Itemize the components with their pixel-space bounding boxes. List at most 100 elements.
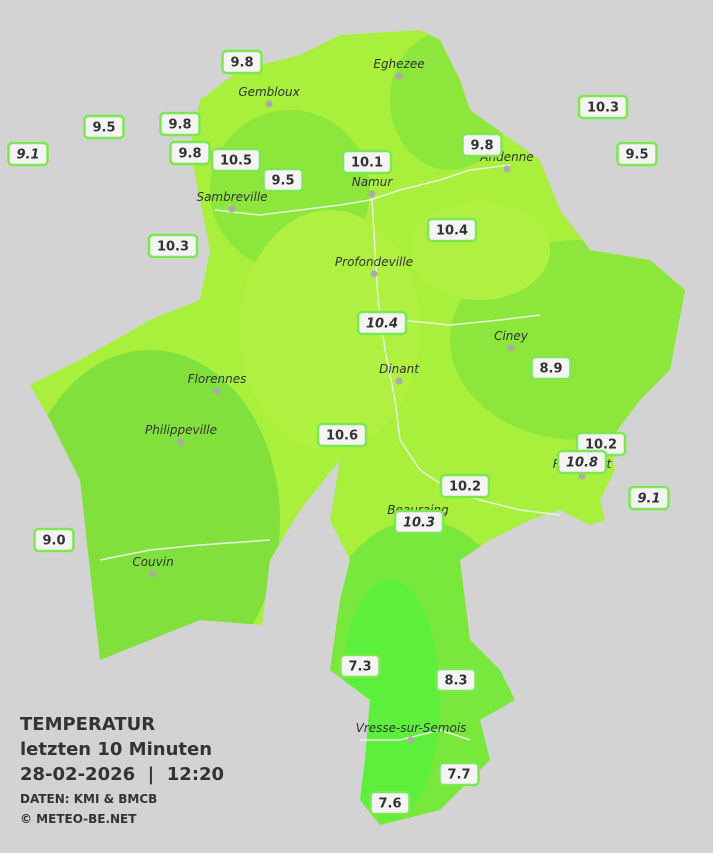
city-name: Vresse-sur-Semois	[356, 721, 467, 735]
station-temperature: 10.6	[326, 429, 358, 444]
station: 9.5	[616, 141, 658, 167]
city-name: Namur	[352, 175, 394, 189]
station-temperature: 10.3	[587, 101, 619, 116]
station: 7.7	[438, 761, 480, 787]
city-dot	[395, 377, 403, 385]
station-box	[341, 149, 393, 175]
station-box	[577, 94, 629, 120]
station-box	[169, 140, 211, 166]
city-dot	[368, 190, 376, 198]
station-box	[356, 310, 408, 336]
city-dot	[177, 438, 185, 446]
title-block: TEMPERATUR letzten 10 Minuten 28-02-2026…	[20, 714, 224, 826]
station-box	[393, 509, 445, 535]
station-temperature: 10.4	[436, 224, 468, 239]
station-box	[426, 217, 478, 243]
station-temperature: 9.8	[168, 118, 191, 133]
city-name: Couvin	[132, 555, 173, 569]
source: DATEN: KMI & BMCB	[20, 792, 157, 806]
station: 9.8	[159, 111, 201, 137]
datetime: 28-02-2026 | 12:20	[20, 764, 224, 785]
station-box	[461, 132, 503, 158]
station-temperature: 10.2	[585, 438, 617, 453]
station-box	[316, 422, 368, 448]
station: 7.6	[369, 790, 411, 816]
station: 9.8	[169, 140, 211, 166]
station-temperature: 9.5	[271, 174, 294, 189]
station: 9.8	[221, 49, 263, 75]
station-box	[147, 233, 199, 259]
station-box	[435, 667, 477, 693]
station-temperature: 10.3	[403, 516, 435, 531]
station-temperature: 10.8	[566, 456, 598, 471]
station-box	[210, 147, 262, 173]
station-temperature: 9.8	[470, 139, 493, 154]
city-name: Ciney	[494, 329, 529, 343]
station-temperature: 9.8	[178, 147, 201, 162]
station-box	[369, 790, 411, 816]
city-name: Sambreville	[196, 190, 267, 204]
station: 10.6	[316, 422, 368, 448]
station-temperature: 7.6	[378, 797, 401, 812]
station-box	[439, 473, 491, 499]
station: 10.1	[341, 149, 393, 175]
station-temperature: 7.7	[447, 768, 470, 783]
period: letzten 10 Minuten	[20, 739, 212, 760]
station-box	[628, 485, 670, 511]
station: 10.3	[577, 94, 629, 120]
station: 9.5	[262, 167, 304, 193]
station-temperature: 9.1	[16, 148, 39, 163]
station-temperature: 9.5	[625, 148, 648, 163]
station-box	[616, 141, 658, 167]
heading: TEMPERATUR	[20, 714, 155, 735]
station: 10.3	[393, 509, 445, 535]
station-box	[33, 527, 75, 553]
station: 9.8	[461, 132, 503, 158]
city-dot	[503, 165, 511, 173]
station: 10.3	[147, 233, 199, 259]
city-dot	[265, 100, 273, 108]
station: 10.2	[439, 473, 491, 499]
station-temperature: 10.5	[220, 154, 252, 169]
city-name: Dinant	[379, 362, 420, 376]
station-box	[159, 111, 201, 137]
city-name: Philippeville	[145, 423, 217, 437]
station: 9.0	[33, 527, 75, 553]
station: 8.3	[435, 667, 477, 693]
station-temperature: 10.3	[157, 240, 189, 255]
station-box	[83, 114, 125, 140]
station-temperature: 7.3	[348, 660, 371, 675]
station-temperature: 8.3	[444, 674, 467, 689]
city-dot	[370, 270, 378, 278]
station-temperature: 10.1	[351, 156, 383, 171]
station-temperature: 9.5	[92, 121, 115, 136]
station-box	[530, 355, 572, 381]
station-temperature: 8.9	[539, 362, 562, 377]
station: 10.5	[210, 147, 262, 173]
station-temperature: 9.8	[230, 56, 253, 71]
station-box	[7, 141, 49, 167]
station: 9.5	[83, 114, 125, 140]
city-name: Eghezee	[373, 57, 424, 71]
station-temperature: 10.2	[449, 480, 481, 495]
station: 8.9	[530, 355, 572, 381]
station-box	[339, 653, 381, 679]
city-name: Gembloux	[238, 85, 300, 99]
city-dot	[407, 736, 415, 744]
station-box	[221, 49, 263, 75]
station-temperature: 10.4	[366, 317, 398, 332]
station-box	[556, 449, 608, 475]
city-dot	[395, 72, 403, 80]
station: 7.3	[339, 653, 381, 679]
station-box	[262, 167, 304, 193]
city-name: Profondeville	[335, 255, 413, 269]
station: 9.1	[7, 141, 49, 167]
station-temperature: 9.0	[42, 534, 65, 549]
station-box	[438, 761, 480, 787]
city-name: Florennes	[188, 372, 247, 386]
station: 10.8	[556, 449, 608, 475]
station-temperature: 9.1	[637, 492, 660, 507]
station: 10.4	[426, 217, 478, 243]
city-dot	[228, 205, 236, 213]
